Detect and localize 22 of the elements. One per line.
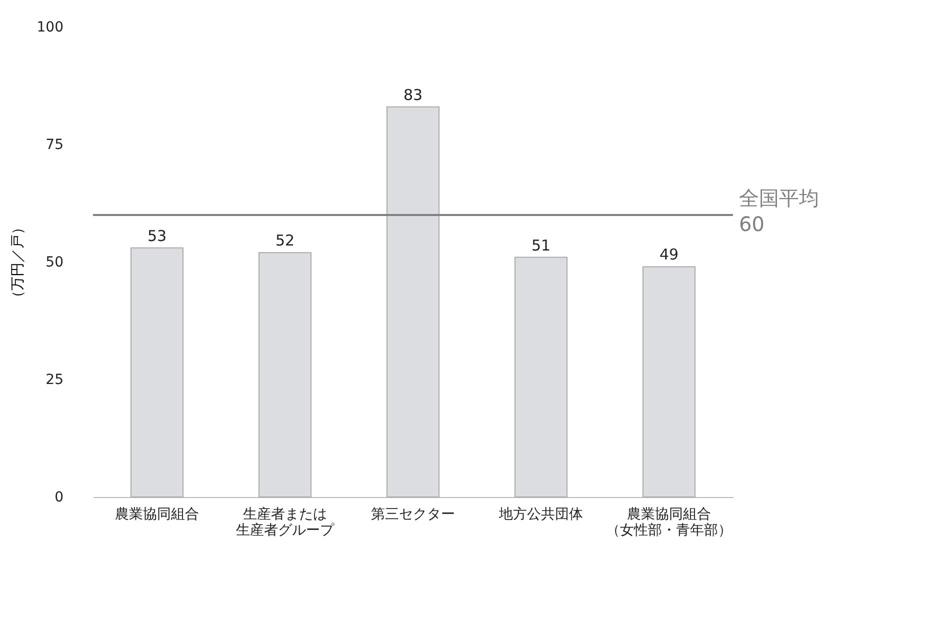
ref-line-label: 全国平均 60 <box>739 186 819 236</box>
data-label: 51 <box>531 236 551 254</box>
x-tick-label: 農業協同組合 <box>115 506 199 522</box>
x-tick-label: 生産者または生産者グループ <box>236 506 335 538</box>
x-tick-label: 農業協同組合（女性部・青年部） <box>606 506 732 538</box>
y-tick-label: 25 <box>46 372 64 388</box>
bar <box>642 266 696 498</box>
y-axis-title: （万円／戸） <box>10 220 26 304</box>
y-tick-label: 75 <box>46 137 64 153</box>
y-tick-label: 0 <box>54 490 64 506</box>
y-tick-label: 50 <box>46 254 64 270</box>
bar <box>130 247 184 498</box>
x-tick-label: 地方公共団体 <box>498 506 583 522</box>
bar <box>386 106 440 498</box>
x-tick-label: 第三セクター <box>371 506 455 522</box>
data-label: 49 <box>659 246 679 264</box>
data-label: 52 <box>275 232 295 250</box>
data-label: 83 <box>403 86 423 104</box>
bar <box>258 252 312 498</box>
y-tick-label: 100 <box>36 20 64 36</box>
data-label: 53 <box>147 226 167 245</box>
bar <box>514 256 568 498</box>
